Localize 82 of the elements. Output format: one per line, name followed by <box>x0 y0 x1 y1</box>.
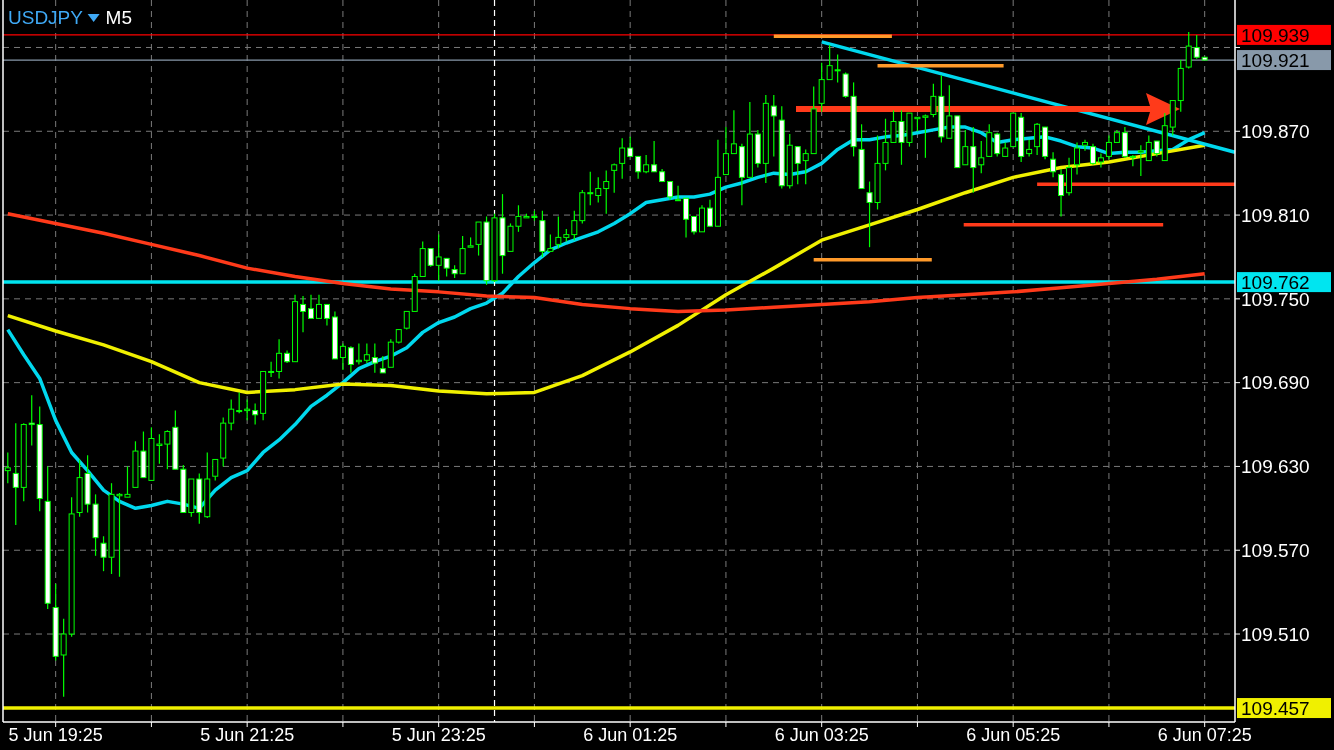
candlestick <box>236 391 243 414</box>
candlestick <box>603 169 610 215</box>
candlestick <box>363 342 370 364</box>
line-series <box>6 211 1207 314</box>
candlestick <box>1129 154 1136 167</box>
y-tick-label: 109.690 <box>1241 372 1310 394</box>
candlestick <box>571 210 578 241</box>
candlestick <box>212 458 219 481</box>
candlestick <box>722 126 729 176</box>
y-tick-label: 109.870 <box>1241 120 1310 142</box>
ref-line-label: 109.921 <box>1241 49 1310 71</box>
candlestick <box>818 62 825 113</box>
candlestick <box>1081 139 1088 152</box>
line-series <box>6 143 1207 396</box>
x-tick-label: 5 Jun 19:25 <box>8 725 103 745</box>
candlestick <box>1097 153 1104 169</box>
ref-line-label: 109.939 <box>1241 24 1310 46</box>
candlestick <box>627 136 634 158</box>
candlestick <box>28 394 35 447</box>
candlestick <box>300 295 307 333</box>
candlestick <box>12 422 19 526</box>
candlestick <box>308 294 314 320</box>
candlestick <box>252 402 259 426</box>
candlestick <box>970 126 977 194</box>
candlestick <box>643 154 650 174</box>
candlestick <box>427 247 434 268</box>
candlestick <box>1074 141 1081 176</box>
y-tick-label: 109.630 <box>1241 456 1310 478</box>
candlestick <box>1026 139 1033 158</box>
candlestick <box>1137 144 1144 177</box>
candlestick <box>619 137 626 180</box>
candlestick <box>323 303 330 326</box>
y-tick-label: 109.810 <box>1241 204 1310 226</box>
candlestick <box>794 146 801 185</box>
candlestick <box>691 215 698 236</box>
candlestick <box>1145 134 1152 162</box>
candlestick <box>355 342 362 366</box>
candlestick <box>595 176 602 204</box>
candlestick <box>730 109 737 155</box>
candlestick <box>403 310 410 331</box>
candlestick <box>770 94 777 158</box>
candlestick <box>1089 143 1096 166</box>
candlestick <box>611 162 618 194</box>
candlestick <box>339 342 346 371</box>
chart-title: USDJPY <box>8 7 84 28</box>
y-tick-label: 109.570 <box>1241 539 1310 561</box>
candlestick <box>4 451 11 484</box>
candlestick <box>978 140 985 174</box>
candlestick <box>986 123 993 158</box>
candlestick <box>698 204 705 233</box>
candlestick <box>667 180 674 201</box>
candlestick <box>802 148 809 185</box>
x-tick-label: 6 Jun 01:25 <box>583 725 678 745</box>
candlestick <box>1185 31 1192 70</box>
candlestick <box>587 171 594 206</box>
y-tick-label: 109.510 <box>1241 623 1310 645</box>
candlestick <box>1050 151 1057 178</box>
candlestick <box>347 345 354 374</box>
x-tick-label: 6 Jun 03:25 <box>774 725 869 745</box>
candlestick <box>315 294 322 320</box>
ref-line-label: 109.457 <box>1241 697 1310 719</box>
candlestick <box>244 398 251 421</box>
candlestick <box>651 140 658 173</box>
candlestick <box>371 342 378 374</box>
chart-subtitle: M5 <box>105 7 133 28</box>
x-tick-label: 6 Jun 05:25 <box>966 725 1061 745</box>
candlestick <box>706 199 713 227</box>
candlestick <box>1193 34 1200 60</box>
candlestick <box>962 129 969 166</box>
x-tick-label: 6 Jun 07:25 <box>1157 725 1252 745</box>
candlestick <box>268 361 275 378</box>
candlestick <box>1105 134 1112 160</box>
candlestick <box>683 197 690 239</box>
candlestick <box>228 398 235 431</box>
candlestick <box>1058 168 1065 218</box>
candlestick <box>635 155 642 180</box>
candlestick <box>276 338 283 380</box>
candlestick <box>1034 122 1041 156</box>
x-tick-label: 5 Jun 23:25 <box>391 725 486 745</box>
candlestick <box>675 185 682 202</box>
x-tick-label: 5 Jun 21:25 <box>200 725 295 745</box>
candlestick <box>1121 126 1128 159</box>
